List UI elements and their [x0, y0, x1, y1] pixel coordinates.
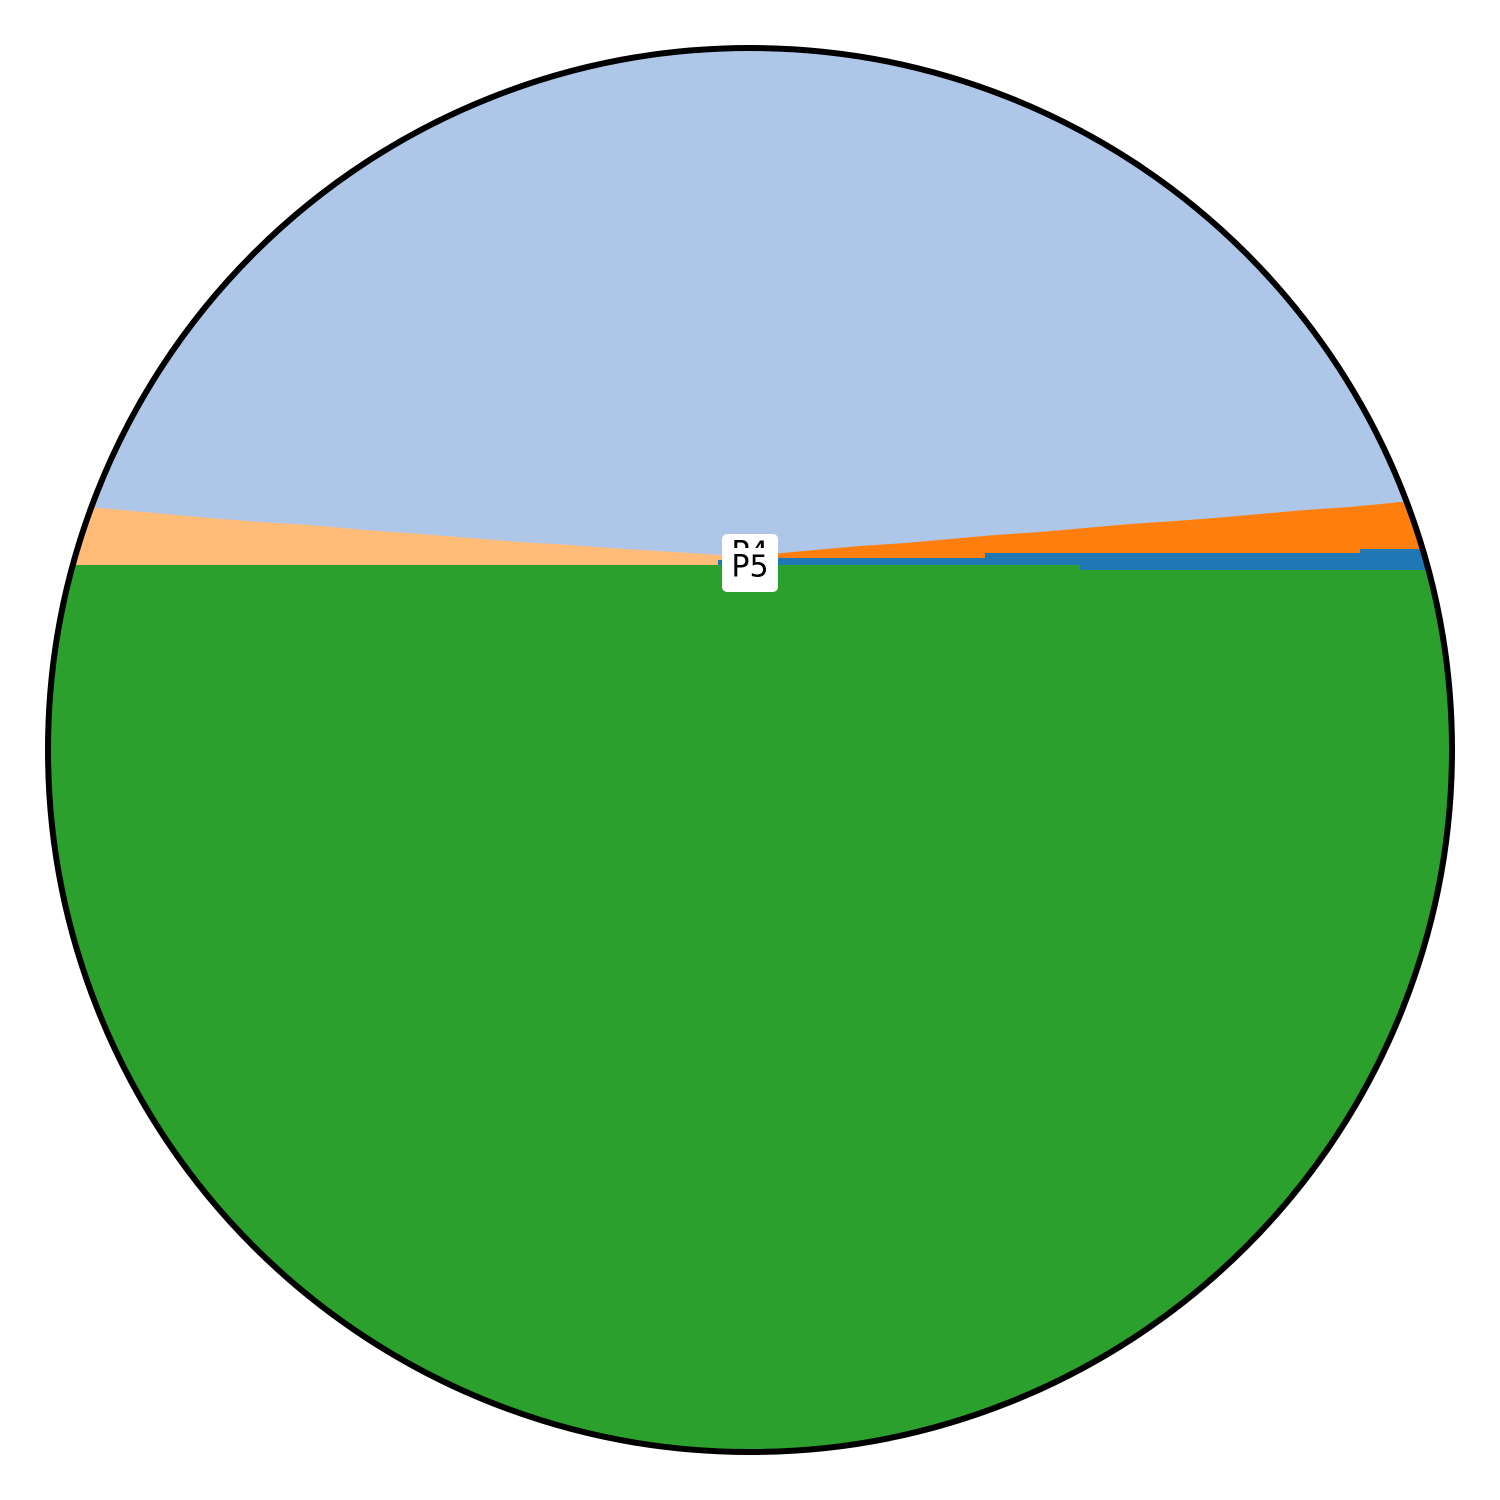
region-orange: [750, 500, 1452, 560]
label-p5: P5: [722, 548, 778, 592]
region-blue: [718, 549, 1452, 570]
boundary-circle: [45, 45, 1455, 1455]
label-text: P5: [731, 550, 768, 585]
label-box: [722, 548, 778, 592]
region-light-orange: [48, 505, 750, 565]
region-green: [48, 565, 1452, 1452]
